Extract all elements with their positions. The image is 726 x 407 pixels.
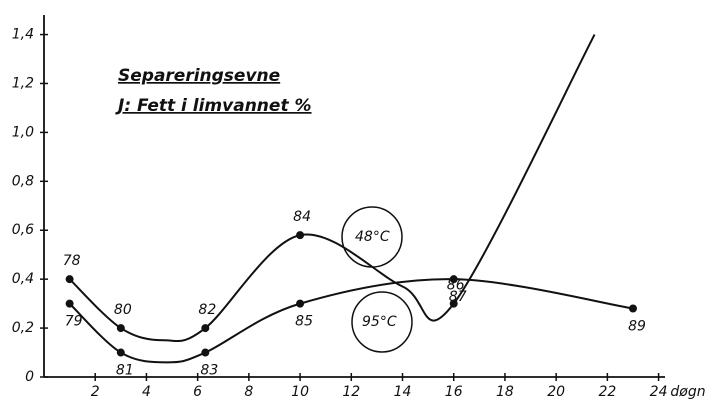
data-point xyxy=(201,324,209,332)
x-tick-label: 8 xyxy=(244,384,253,400)
data-point xyxy=(296,231,304,239)
y-tick-label: 0,6 xyxy=(12,222,34,238)
x-tick-label: 24 xyxy=(650,384,668,400)
y-tick-label: 1,4 xyxy=(12,27,34,43)
point-label: 78 xyxy=(63,253,81,269)
x-tick-label: 14 xyxy=(394,384,412,400)
x-tick-label: 12 xyxy=(342,384,360,400)
chart-subtitle: J: Fett i limvannet % xyxy=(115,96,312,116)
point-label: 82 xyxy=(198,302,216,318)
point-label: 80 xyxy=(114,302,132,318)
series-label: 48°C xyxy=(355,229,390,245)
y-tick-label: 1,2 xyxy=(12,75,34,91)
chart: Separeringsevne J: Fett i limvannet % 48… xyxy=(0,0,726,407)
point-label: 81 xyxy=(116,363,134,379)
x-tick-label: 20 xyxy=(547,384,565,400)
chart-title: Separeringsevne xyxy=(118,66,280,86)
point-label: 87 xyxy=(449,289,467,305)
data-point xyxy=(450,275,458,283)
x-tick-label: 4 xyxy=(142,384,151,400)
x-tick-label: 6 xyxy=(193,384,202,400)
point-label: 85 xyxy=(295,314,313,330)
point-label: 89 xyxy=(628,319,646,335)
data-point xyxy=(66,275,74,283)
x-tick-label: 16 xyxy=(445,384,463,400)
point-label: 84 xyxy=(293,209,311,225)
y-tick-label: 0,2 xyxy=(12,320,34,336)
x-tick-label: 2 xyxy=(91,384,100,400)
data-point xyxy=(66,300,74,308)
point-label: 83 xyxy=(200,363,218,379)
y-tick-label: 0,4 xyxy=(12,271,34,287)
x-tick-label: 22 xyxy=(598,384,616,400)
point-label: 79 xyxy=(65,314,83,330)
data-point xyxy=(201,349,209,357)
data-point xyxy=(296,300,304,308)
data-point xyxy=(117,324,125,332)
y-tick-label: 0 xyxy=(25,369,34,385)
x-tick-label: 10 xyxy=(291,384,309,400)
y-tick-label: 1,0 xyxy=(12,124,34,140)
data-point xyxy=(629,305,637,313)
x-axis-label: døgn xyxy=(670,384,705,400)
series-label: 95°C xyxy=(362,314,397,330)
data-point xyxy=(117,349,125,357)
x-tick-label: 18 xyxy=(496,384,514,400)
y-tick-label: 0,8 xyxy=(12,173,34,189)
